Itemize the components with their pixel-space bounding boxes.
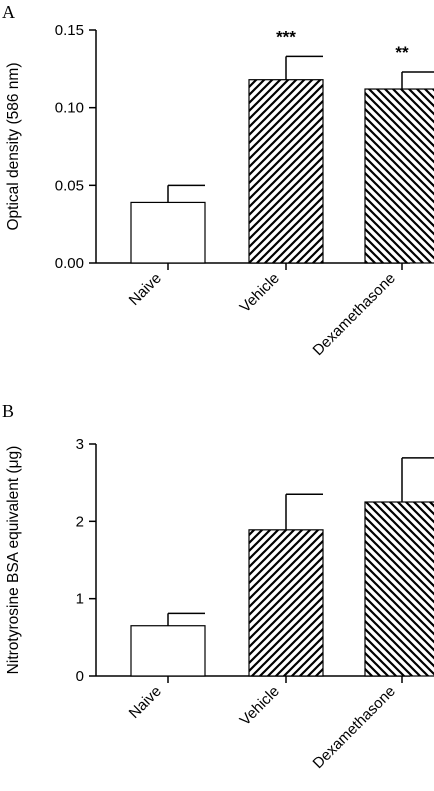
category-label-naive: Naive [126, 270, 165, 309]
bar-vehicle [248, 529, 324, 677]
y-tick-label: 0 [76, 668, 84, 685]
panel-letter: A [2, 2, 15, 22]
bar-dexamethasone [364, 88, 434, 264]
y-tick-label: 0.00 [55, 255, 84, 272]
y-tick-label: 3 [76, 436, 84, 453]
category-label-dexamethasone: Dexamethasone [310, 683, 399, 772]
panel-letter: B [2, 401, 14, 421]
y-tick-label: 2 [76, 513, 84, 530]
bar-naive [130, 625, 206, 677]
bar-naive [130, 201, 206, 264]
y-tick-label: 0.05 [55, 177, 84, 194]
chart-panel-b: B 0 1 2 3 Nitrotyrosine BSA equivalent (μg) Na… [2, 401, 434, 772]
bar-dexamethasone [364, 501, 434, 677]
y-tick-label: 1 [76, 591, 84, 608]
chart-panel-a: A 0.00 0.05 0.10 0.15 Optical density (586 nm… [2, 2, 434, 359]
category-label-dexamethasone: Dexamethasone [310, 270, 399, 359]
y-tick-label: 0.15 [55, 22, 84, 39]
y-axis-label: Nitrotyrosine BSA equivalent (μg) [5, 446, 22, 675]
category-label-vehicle: Vehicle [237, 683, 283, 729]
bar-vehicle [248, 79, 324, 264]
category-label-vehicle: Vehicle [237, 270, 283, 316]
significance-stars-vehicle: *** [276, 27, 296, 46]
chart-panels: A 0.00 0.05 0.10 0.15 Optical density (586 nm… [2, 2, 434, 772]
significance-stars-dexamethasone: ** [395, 43, 409, 62]
y-tick-label: 0.10 [55, 100, 84, 117]
category-label-naive: Naive [126, 683, 165, 722]
y-axis-label: Optical density (586 nm) [5, 63, 22, 231]
